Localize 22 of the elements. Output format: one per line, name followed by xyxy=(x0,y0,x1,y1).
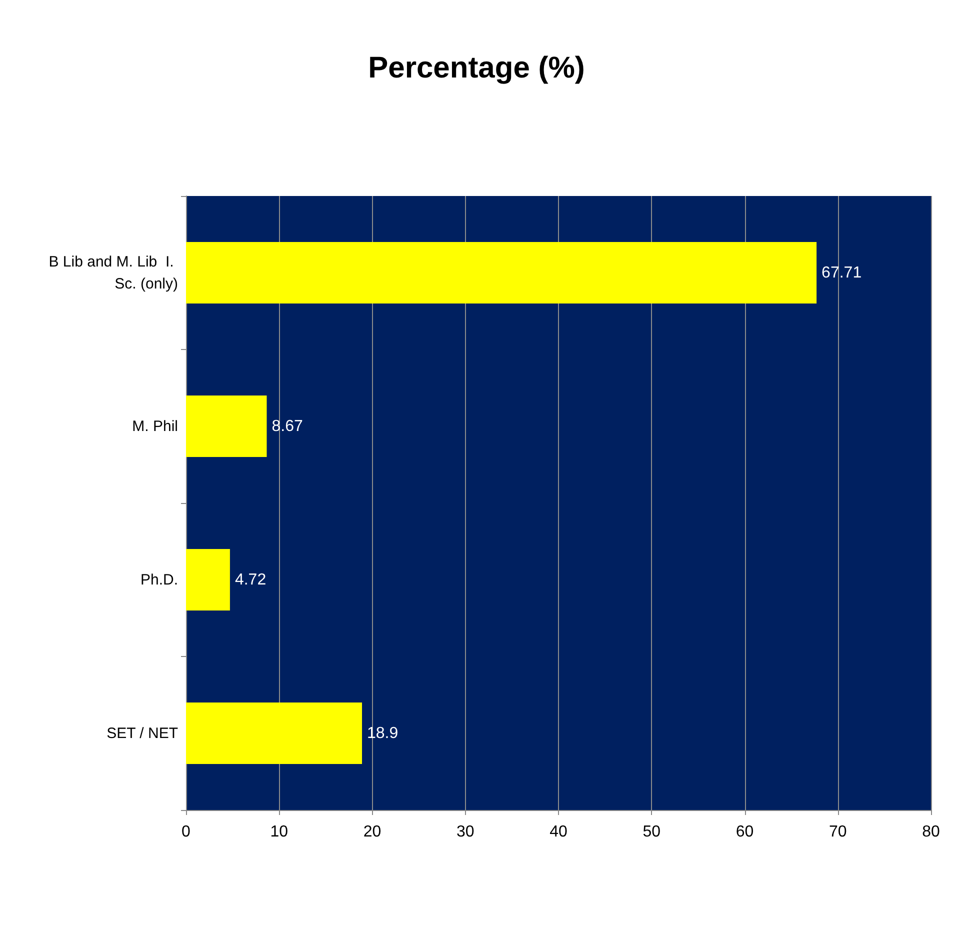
data-label: 67.71 xyxy=(822,264,862,282)
y-tick-label: M. Phil xyxy=(132,418,178,435)
x-tick-label: 80 xyxy=(922,824,940,840)
y-tick-label: B Lib and M. Lib I. Sc. (only) xyxy=(48,253,178,292)
y-tick-label: Ph.D. xyxy=(140,571,178,588)
chart-title: Percentage (%) xyxy=(368,52,585,84)
data-label: 8.67 xyxy=(272,418,303,435)
x-tick-label: 40 xyxy=(550,824,568,840)
x-tick-label: 50 xyxy=(642,824,661,840)
bar xyxy=(186,242,817,304)
x-tick-label: 70 xyxy=(828,824,847,840)
x-tick-label: 0 xyxy=(182,824,191,840)
x-tick-label: 10 xyxy=(270,824,288,840)
bar xyxy=(186,396,267,457)
x-tick-label: 20 xyxy=(363,824,382,840)
x-tick-label: 60 xyxy=(736,824,754,840)
bar xyxy=(186,702,362,764)
y-tick-label: SET / NET xyxy=(106,724,178,742)
bar xyxy=(186,549,230,610)
x-tick-label: 30 xyxy=(456,824,474,840)
data-label: 4.72 xyxy=(234,571,266,588)
data-label: 18.9 xyxy=(367,724,398,742)
